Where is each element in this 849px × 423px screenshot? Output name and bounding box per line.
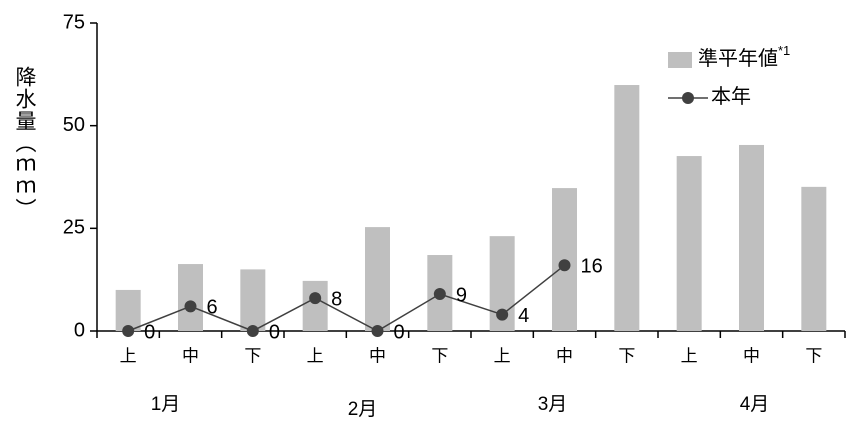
- x-tick-label: 下: [244, 346, 261, 365]
- legend-name: 準平年値: [698, 47, 778, 70]
- x-tick-label: 上: [681, 346, 698, 365]
- legend-label: 本年: [711, 85, 751, 108]
- group-label: 1月: [151, 394, 181, 415]
- data-label: 8: [331, 288, 342, 310]
- x-tick-label: 中: [369, 346, 386, 365]
- line-point: [309, 292, 322, 305]
- legend-label: 準平年値*1: [698, 43, 790, 70]
- legend-name: 本年: [711, 85, 751, 108]
- legend-marker: [682, 92, 694, 104]
- bar: [302, 280, 328, 331]
- data-label: 0: [269, 321, 280, 343]
- data-label: 0: [394, 321, 405, 343]
- data-label: 16: [581, 256, 603, 278]
- y-axis-label: 降水量（ｍｍ）: [13, 66, 36, 220]
- bar: [739, 144, 764, 331]
- data-label: 0: [144, 321, 155, 343]
- x-tick-label: 中: [556, 346, 573, 365]
- bar: [115, 289, 141, 331]
- bar: [365, 227, 390, 331]
- y-tick-label: 50: [63, 114, 85, 136]
- data-label: 9: [456, 284, 467, 306]
- x-tick-label: 中: [182, 346, 199, 365]
- legend-swatch: [668, 52, 692, 68]
- x-tick-label: 上: [494, 346, 511, 365]
- bar: [614, 85, 640, 331]
- line-point: [496, 308, 509, 321]
- bar: [240, 269, 266, 331]
- y-tick-label: 75: [63, 11, 85, 33]
- x-tick-label: 中: [743, 346, 760, 365]
- line-point: [122, 325, 135, 337]
- bar: [801, 186, 827, 331]
- bar: [676, 156, 702, 331]
- y-tick-label: 25: [63, 217, 85, 239]
- x-tick-label: 下: [618, 346, 635, 365]
- group-label: 4月: [740, 394, 770, 415]
- line-point: [246, 325, 259, 337]
- x-tick-label: 下: [431, 346, 448, 365]
- y-tick-label: 0: [74, 319, 85, 341]
- line-point: [433, 288, 446, 301]
- x-tick-label: 上: [307, 346, 324, 365]
- line-point: [184, 300, 197, 313]
- data-label: 4: [518, 305, 529, 327]
- data-label: 6: [207, 297, 218, 319]
- line-point: [371, 325, 384, 337]
- group-label: 2月: [348, 399, 378, 420]
- x-tick-label: 下: [805, 346, 822, 365]
- legend-note: *1: [778, 43, 790, 58]
- x-tick-label: 上: [120, 346, 137, 365]
- line: [127, 264, 565, 332]
- bar: [178, 264, 203, 331]
- line-point: [558, 259, 571, 272]
- group-label: 3月: [538, 394, 568, 415]
